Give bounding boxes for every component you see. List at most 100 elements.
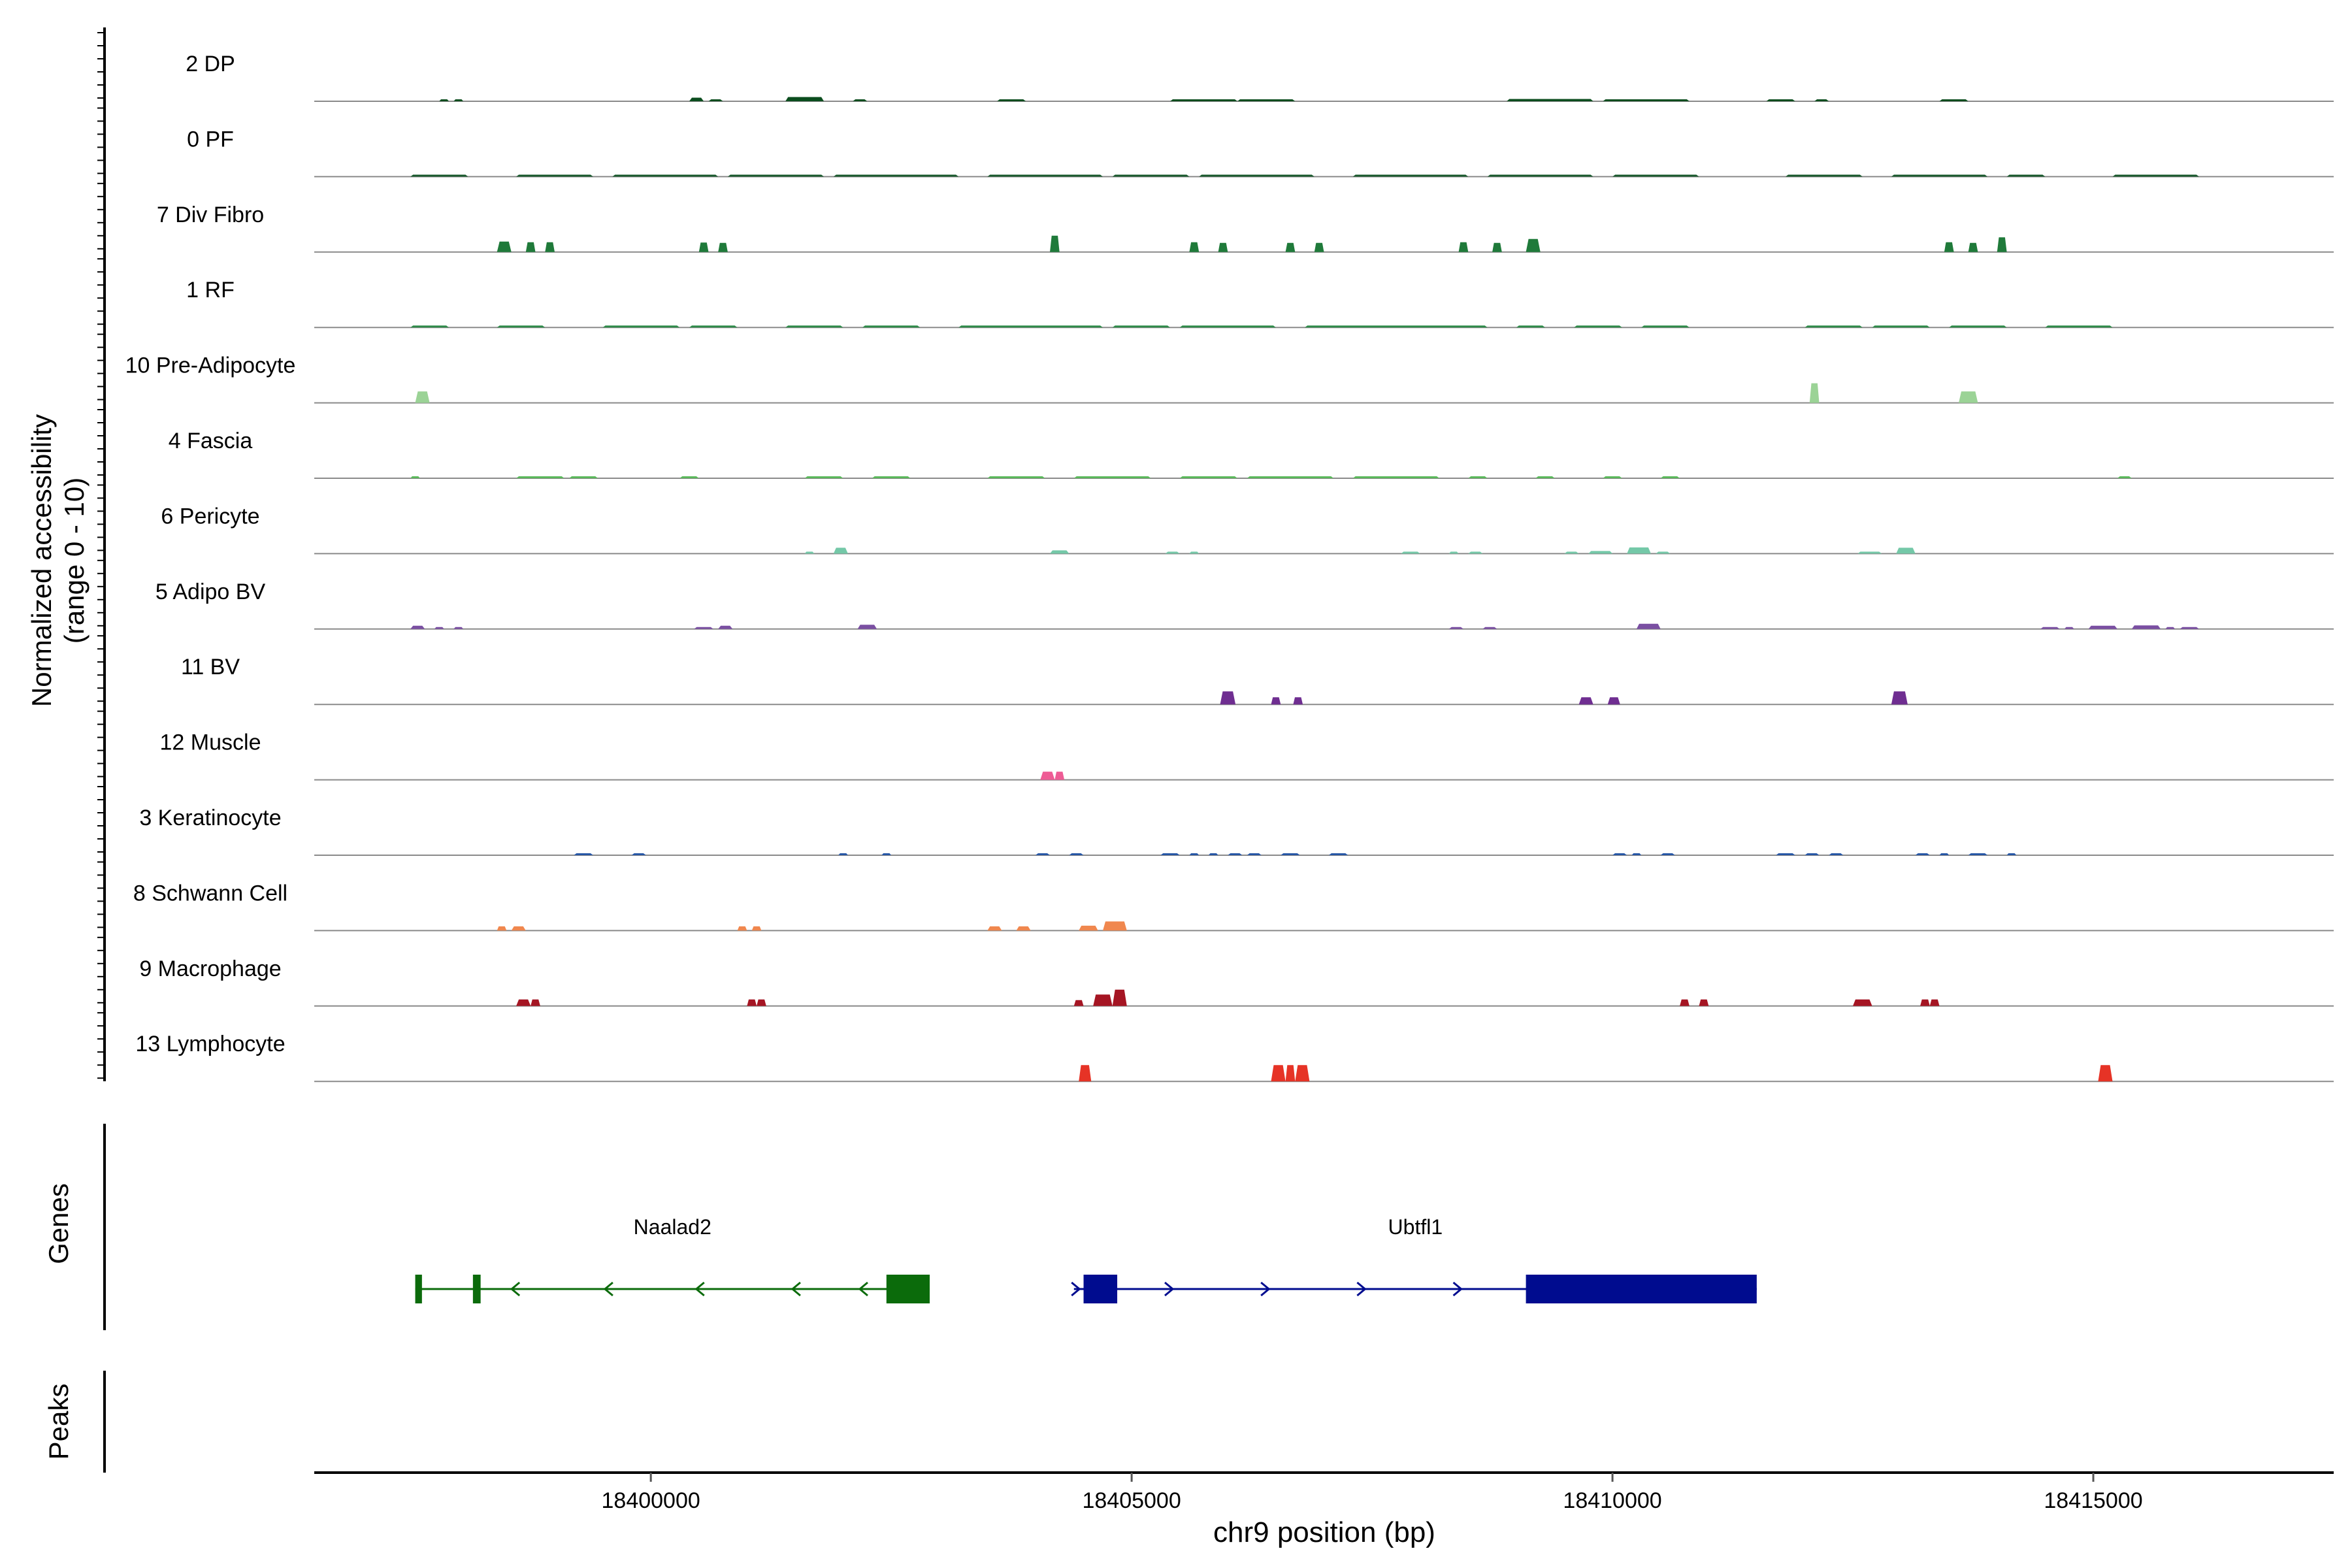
peak-1-1	[516, 174, 593, 177]
peak-0-8	[1237, 99, 1296, 101]
peak-2-7	[1218, 242, 1228, 252]
peak-7-2	[453, 627, 464, 629]
strand-arrow	[1452, 1281, 1463, 1297]
peak-2-3	[698, 242, 709, 252]
track-label: 13 Lymphocyte	[135, 1032, 285, 1056]
peak-3-16	[2045, 325, 2113, 328]
peak-3-9	[1305, 325, 1488, 328]
strand-arrow	[858, 1281, 868, 1297]
track-label: 8 Schwann Cell	[133, 881, 287, 906]
strand-arrow	[510, 1281, 521, 1297]
peak-11-5	[1016, 926, 1031, 931]
track-0: 2 DP	[186, 52, 2334, 102]
peak-2-1	[525, 242, 536, 252]
peak-2-5	[1050, 235, 1060, 252]
peak-12-10	[1920, 999, 1930, 1006]
peak-1-14	[2112, 174, 2199, 177]
peak-2-15	[1997, 237, 2007, 252]
track-label: 9 Macrophage	[139, 956, 281, 981]
peak-7-10	[2064, 627, 2074, 629]
peak-5-14	[1660, 476, 1680, 478]
track-8: 11 BV	[181, 655, 2334, 706]
track-13: 13 Lymphocyte	[135, 1032, 2334, 1083]
track-7: 5 Adipo BV	[155, 580, 2334, 630]
peak-4-2	[1959, 391, 1978, 403]
x-tick-label: 18415000	[2044, 1488, 2142, 1513]
gene-exon	[886, 1275, 930, 1303]
peak-11-0	[497, 926, 507, 931]
peak-0-13	[1939, 99, 1968, 101]
peak-7-4	[718, 625, 733, 629]
peak-5-0	[410, 476, 420, 478]
peak-3-4	[785, 325, 843, 328]
peak-10-12	[1328, 853, 1348, 855]
track-11: 8 Schwann Cell	[133, 881, 2334, 932]
peak-7-8	[1636, 623, 1661, 629]
track-4: 10 Pre-Adipocyte	[125, 353, 2334, 404]
peak-5-3	[679, 476, 699, 478]
peak-10-18	[1829, 853, 1844, 855]
peak-1-6	[1112, 174, 1190, 177]
peak-7-5	[857, 625, 877, 629]
peak-10-14	[1631, 853, 1642, 855]
peak-11-1	[511, 926, 526, 931]
peak-6-13	[1896, 547, 1916, 554]
peak-1-9	[1487, 174, 1593, 177]
peak-10-3	[881, 853, 892, 855]
peak-10-20	[1939, 853, 1950, 855]
peak-3-10	[1516, 325, 1545, 328]
track-label: 3 Keratinocyte	[139, 806, 281, 830]
track-label: 7 Div Fibro	[157, 203, 264, 227]
peak-12-8	[1699, 999, 1709, 1006]
peak-1-0	[410, 174, 468, 177]
peak-10-15	[1660, 853, 1675, 855]
peak-12-11	[1929, 999, 1940, 1006]
peak-7-13	[2165, 627, 2176, 629]
peak-13-1	[1271, 1065, 1286, 1082]
peak-1-13	[2006, 174, 2046, 177]
peak-4-0	[415, 391, 430, 403]
peak-13-3	[1295, 1065, 1310, 1082]
peak-9-1	[1054, 772, 1065, 780]
x-axis-label: chr9 position (bp)	[1213, 1516, 1435, 1548]
peak-5-9	[1247, 476, 1334, 478]
peaks-panel-label: Peaks	[43, 1384, 74, 1460]
peak-5-1	[516, 476, 564, 478]
peak-0-10	[1603, 99, 1690, 101]
track-10: 3 Keratinocyte	[139, 806, 2334, 856]
peak-6-8	[1564, 551, 1579, 554]
peak-6-5	[1401, 551, 1420, 554]
x-tick-label: 18405000	[1082, 1488, 1181, 1513]
peak-3-13	[1805, 325, 1863, 328]
peak-3-3	[689, 325, 738, 328]
peak-10-6	[1160, 853, 1180, 855]
peak-5-12	[1535, 476, 1555, 478]
y-axis-label-line2: (range 0 - 10)	[59, 478, 90, 644]
peak-10-0	[574, 853, 593, 855]
peak-3-2	[602, 325, 680, 328]
peak-10-17	[1805, 853, 1820, 855]
peak-10-11	[1281, 853, 1300, 855]
peak-12-7	[1680, 999, 1690, 1006]
peak-11-3	[751, 926, 762, 931]
peak-3-0	[410, 325, 449, 328]
peak-3-14	[1872, 325, 1930, 328]
peak-8-5	[1891, 691, 1908, 705]
peak-1-8	[1352, 174, 1469, 177]
axes: Normalized accessibility (range 0 - 10) …	[26, 27, 2334, 1548]
peak-0-3	[708, 99, 723, 101]
peak-13-2	[1285, 1065, 1296, 1082]
peak-1-4	[833, 174, 959, 177]
strand-arrow	[1356, 1281, 1367, 1297]
peak-1-10	[1612, 174, 1699, 177]
peak-10-13	[1612, 853, 1627, 855]
peak-2-13	[1944, 242, 1954, 252]
peak-3-5	[862, 325, 921, 328]
peak-1-12	[1891, 174, 1988, 177]
peak-7-1	[434, 627, 444, 629]
peak-6-6	[1448, 551, 1459, 554]
track-label: 0 PF	[187, 127, 234, 152]
peak-8-0	[1220, 691, 1236, 705]
